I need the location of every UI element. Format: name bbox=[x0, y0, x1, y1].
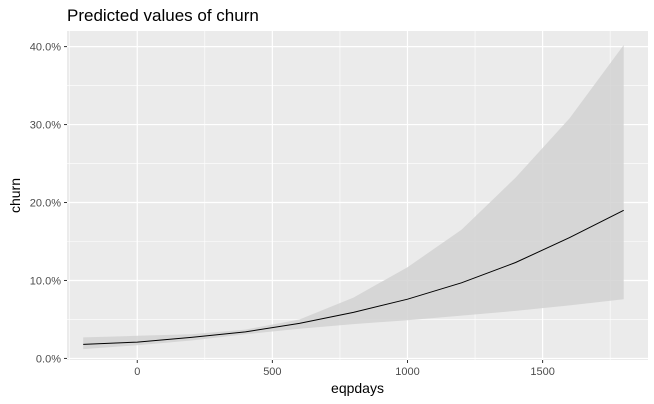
x-tick-label: 1000 bbox=[395, 366, 419, 378]
y-tick-label: 30.0% bbox=[30, 120, 61, 132]
y-tick-label: 40.0% bbox=[30, 42, 61, 54]
chart-title: Predicted values of churn bbox=[67, 6, 259, 25]
x-tick-label: 500 bbox=[263, 366, 281, 378]
y-tick-label: 0.0% bbox=[36, 353, 61, 365]
y-tick-label: 10.0% bbox=[30, 275, 61, 287]
y-tick-label: 20.0% bbox=[30, 198, 61, 210]
prediction-line bbox=[83, 209, 624, 345]
y-axis-title: churn bbox=[7, 178, 23, 213]
x-tick-label: 0 bbox=[134, 366, 140, 378]
x-axis-title: eqpdays bbox=[331, 380, 384, 396]
x-tick-label: 1500 bbox=[530, 366, 554, 378]
